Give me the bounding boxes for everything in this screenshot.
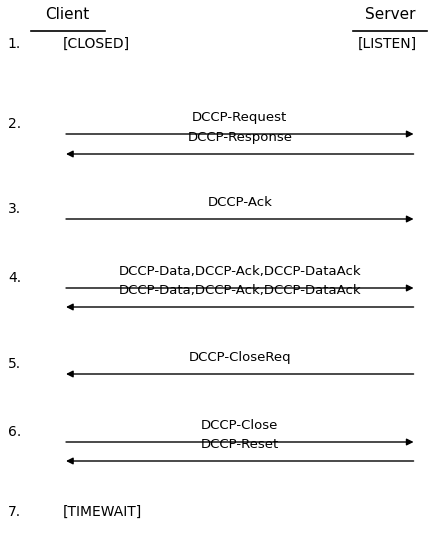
Text: DCCP-Ack: DCCP-Ack: [208, 196, 272, 209]
Text: Client: Client: [45, 7, 90, 22]
Text: Server: Server: [365, 7, 416, 22]
Text: [CLOSED]: [CLOSED]: [63, 37, 130, 51]
Text: DCCP-Reset: DCCP-Reset: [201, 438, 279, 451]
Text: DCCP-Close: DCCP-Close: [201, 419, 279, 432]
Text: DCCP-Data,DCCP-Ack,DCCP-DataAck: DCCP-Data,DCCP-Ack,DCCP-DataAck: [119, 284, 361, 297]
Text: DCCP-CloseReq: DCCP-CloseReq: [188, 351, 291, 364]
Text: 1.: 1.: [8, 37, 21, 51]
Text: 5.: 5.: [8, 357, 21, 371]
Text: 7.: 7.: [8, 505, 21, 519]
Text: [LISTEN]: [LISTEN]: [357, 37, 416, 51]
Text: 6.: 6.: [8, 425, 21, 439]
Text: DCCP-Response: DCCP-Response: [187, 131, 292, 144]
Text: [TIMEWAIT]: [TIMEWAIT]: [63, 505, 143, 519]
Text: DCCP-Data,DCCP-Ack,DCCP-DataAck: DCCP-Data,DCCP-Ack,DCCP-DataAck: [119, 265, 361, 278]
Text: DCCP-Request: DCCP-Request: [192, 111, 287, 124]
Text: 4.: 4.: [8, 271, 21, 285]
Text: 3.: 3.: [8, 202, 21, 216]
Text: 2.: 2.: [8, 117, 21, 131]
